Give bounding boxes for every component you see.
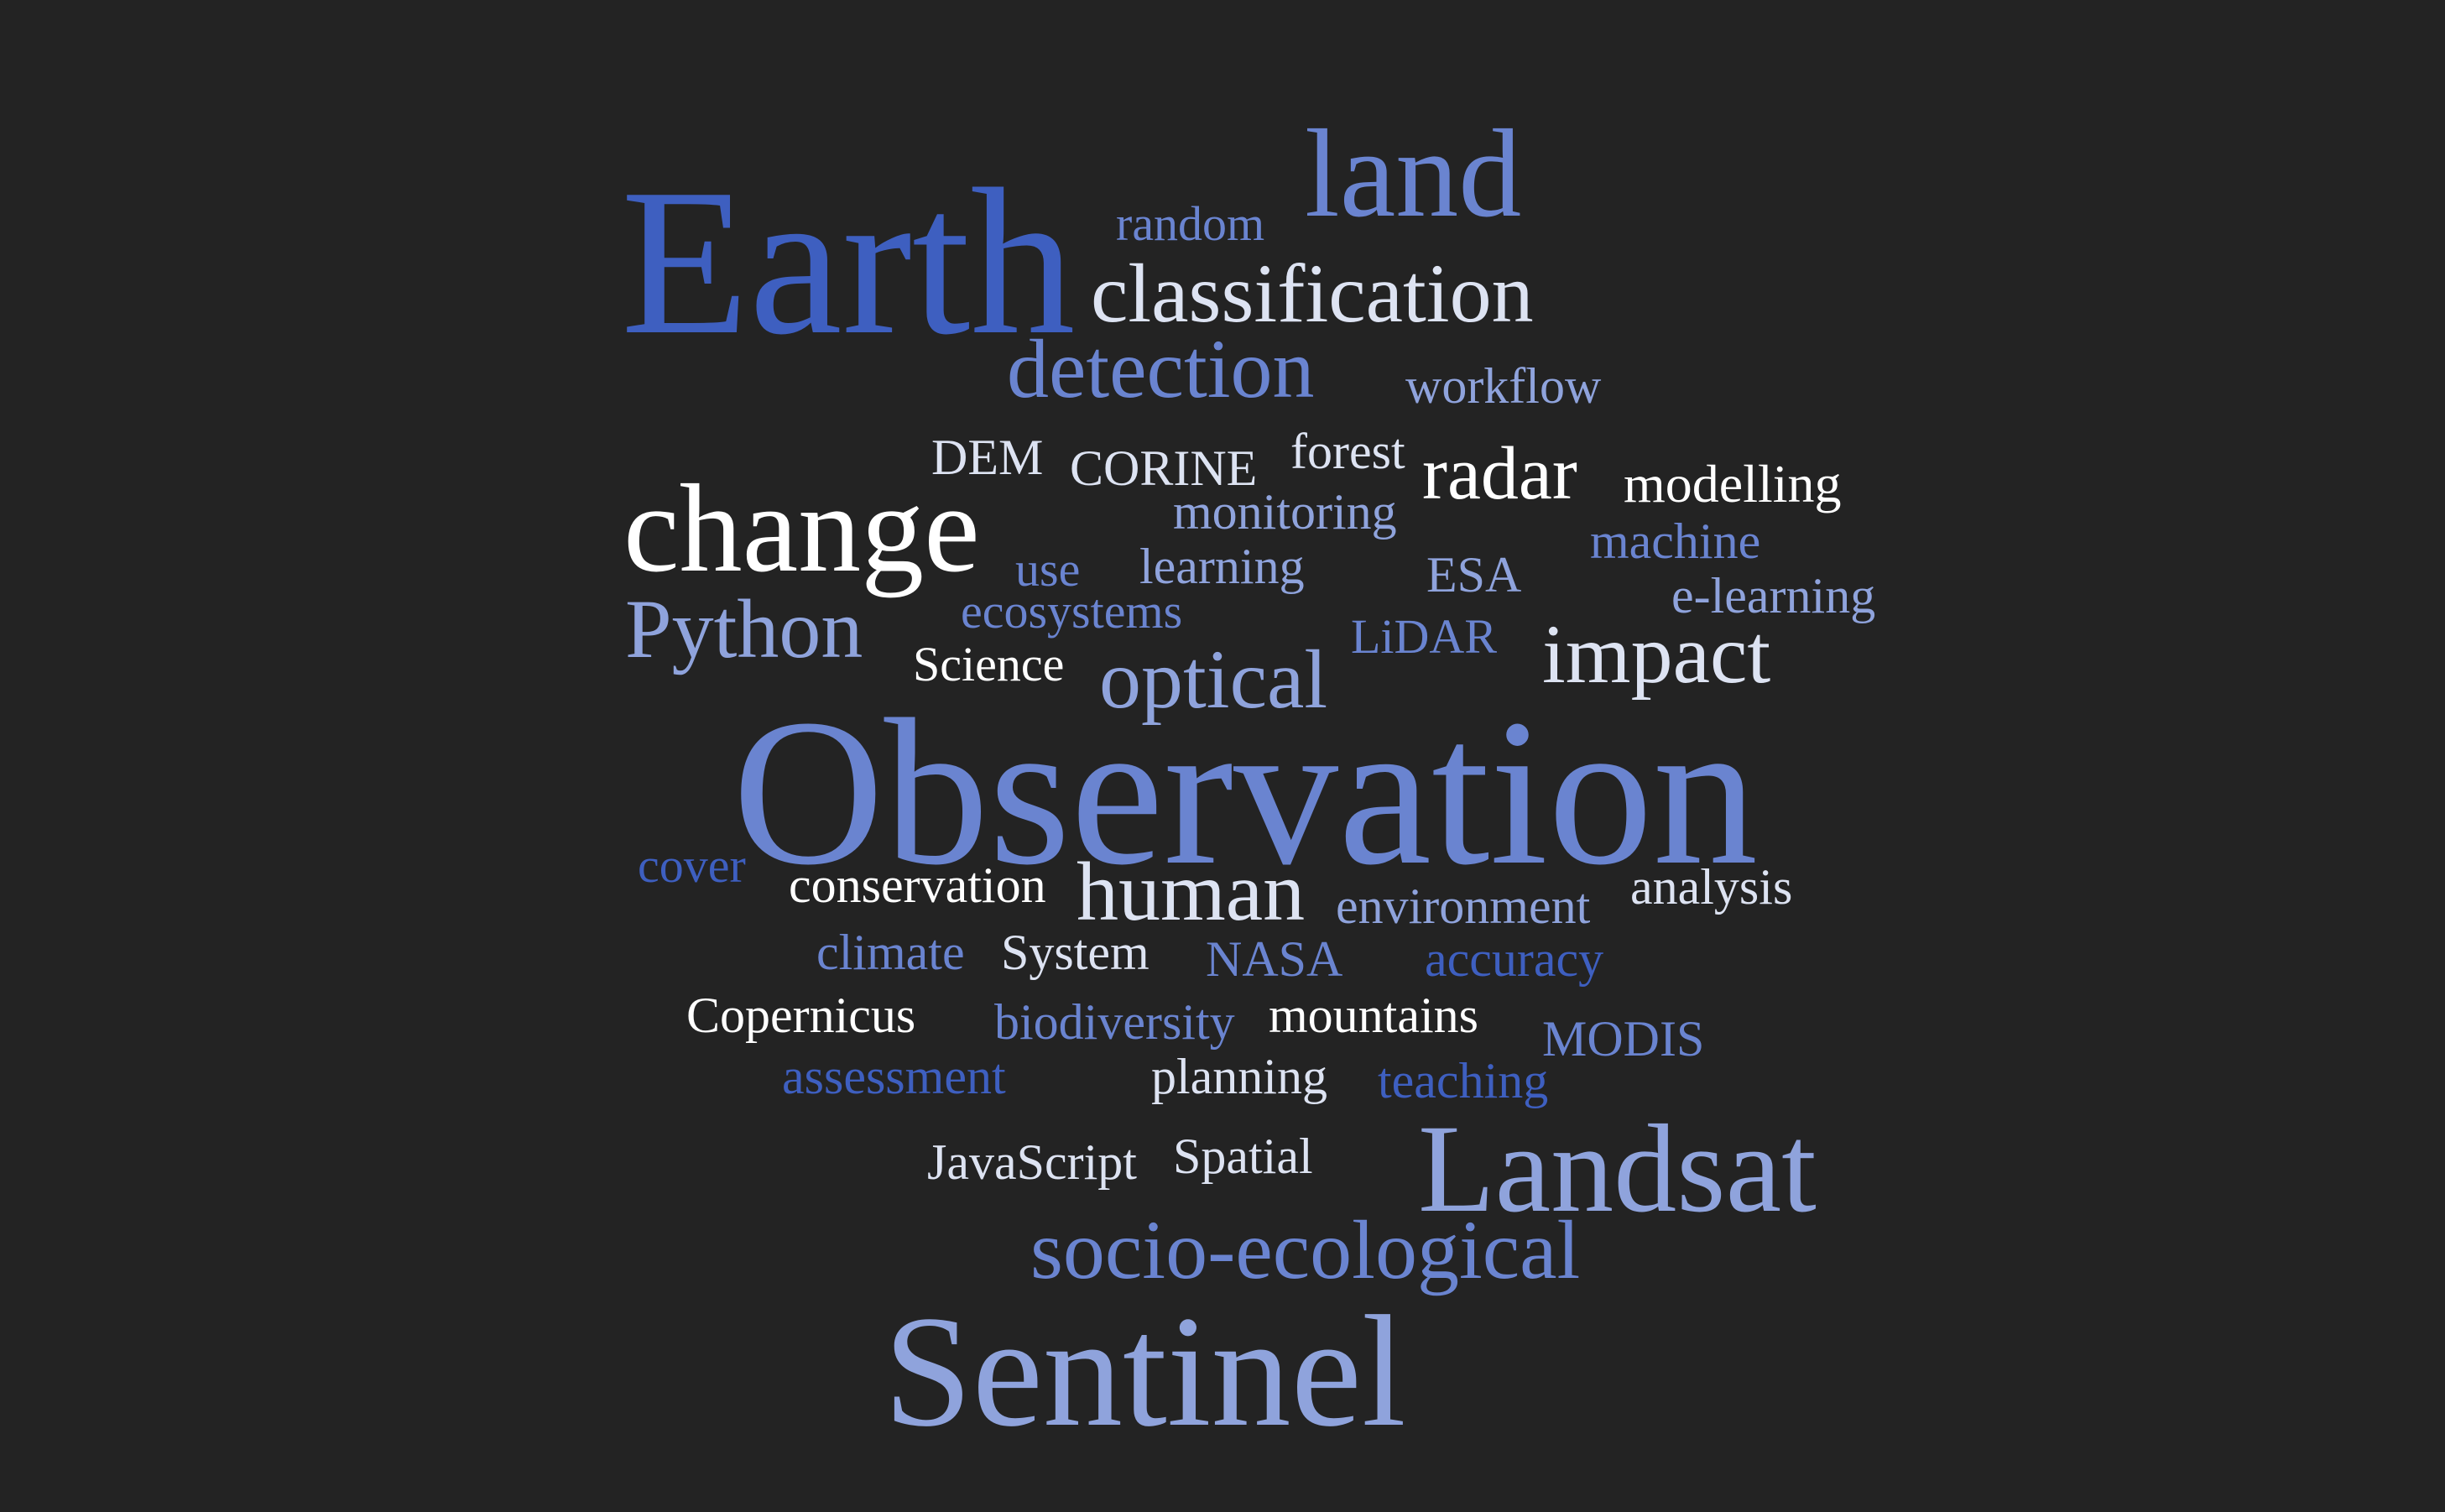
word-conservation: conservation xyxy=(789,858,1046,913)
word-analysis: analysis xyxy=(1630,859,1793,915)
word-accuracy: accuracy xyxy=(1425,931,1604,987)
word-sentinel: Sentinel xyxy=(884,1284,1406,1460)
word-nasa: NASA xyxy=(1206,931,1343,987)
word-random: random xyxy=(1116,196,1265,251)
word-monitoring: monitoring xyxy=(1173,484,1397,540)
word-socio-ecological: socio-ecological xyxy=(1030,1203,1581,1296)
word-machine: machine xyxy=(1590,514,1761,569)
word-climate: climate xyxy=(816,925,965,980)
word-python: Python xyxy=(625,582,863,675)
word-classification: classification xyxy=(1091,247,1534,340)
word-lidar: LiDAR xyxy=(1351,609,1497,664)
word-workflow: workflow xyxy=(1405,358,1602,414)
word-science: Science xyxy=(913,637,1065,691)
word-environment: environment xyxy=(1336,879,1591,934)
word-observation: Observation xyxy=(732,676,1758,909)
word-copernicus: Copernicus xyxy=(686,988,916,1043)
word-optical: optical xyxy=(1099,633,1328,726)
word-impact: impact xyxy=(1542,607,1771,701)
word-learning: learning xyxy=(1139,539,1305,594)
word-human: human xyxy=(1077,845,1306,938)
word-cover: cover xyxy=(638,838,746,893)
word-spatial: Spatial xyxy=(1173,1129,1313,1184)
word-system: System xyxy=(1001,925,1150,980)
word-change: change xyxy=(623,459,980,598)
word-mountains: mountains xyxy=(1269,988,1478,1043)
word-dem: DEM xyxy=(931,430,1044,485)
word-e-learning: e-learning xyxy=(1671,568,1876,623)
word-radar: radar xyxy=(1422,432,1577,515)
word-modis: MODIS xyxy=(1542,1011,1705,1066)
word-use: use xyxy=(1015,542,1081,597)
word-esa: ESA xyxy=(1426,547,1522,602)
word-land: land xyxy=(1305,104,1522,243)
word-assessment: assessment xyxy=(782,1049,1006,1104)
word-planning: planning xyxy=(1151,1049,1327,1104)
word-corine: CORINE xyxy=(1070,441,1258,496)
word-forest: forest xyxy=(1290,424,1405,479)
word-landsat: Landsat xyxy=(1418,1099,1817,1238)
word-javascript: JavaScript xyxy=(927,1134,1137,1190)
word-earth: Earth xyxy=(621,146,1076,378)
word-detection: detection xyxy=(1007,322,1315,415)
word-biodiversity: biodiversity xyxy=(994,994,1235,1050)
word-modelling: modelling xyxy=(1624,454,1842,514)
word-ecosystems: ecosystems xyxy=(961,584,1183,639)
word-teaching: teaching xyxy=(1378,1053,1549,1108)
